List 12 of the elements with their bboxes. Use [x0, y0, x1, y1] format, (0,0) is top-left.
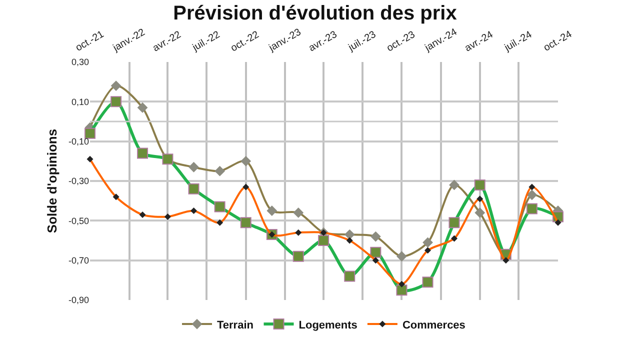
y-tick-label: 0,30	[71, 57, 89, 68]
y-tick-label: -0,90	[68, 295, 89, 306]
y-tick-label: -0,30	[68, 176, 89, 186]
y-tick-label: -0,10	[68, 136, 89, 146]
y-tick-label: -0,70	[68, 255, 89, 266]
y-axis-title: Solde d'opinions	[44, 128, 60, 234]
legend-label: Logements	[298, 319, 358, 332]
y-tick-label: 0,10	[71, 96, 89, 107]
legend-label: Terrain	[217, 319, 254, 332]
legend-label: Commerces	[402, 319, 466, 332]
chart-title: Prévision d'évolution des prix	[173, 2, 457, 24]
y-tick-label: -0,50	[68, 216, 89, 226]
